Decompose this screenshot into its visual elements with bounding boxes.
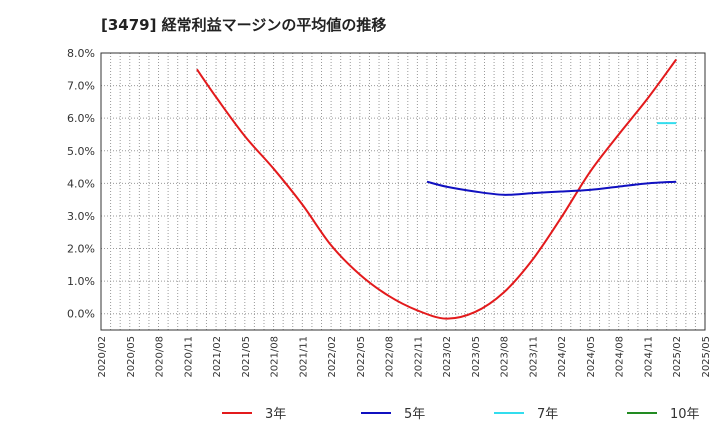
x-tick-label: 2021/08 xyxy=(270,336,281,378)
series-line-1 xyxy=(196,58,678,320)
x-tick-label: 2025/02 xyxy=(672,336,683,378)
x-tick-label: 2020/11 xyxy=(183,336,194,378)
y-tick-label: 7.0% xyxy=(67,80,95,93)
x-tick-label: 2023/02 xyxy=(442,336,453,378)
plot-border xyxy=(100,52,706,331)
x-tick-label: 2024/02 xyxy=(557,336,568,378)
x-tick-label: 2022/05 xyxy=(356,336,367,378)
y-tick-label: 1.0% xyxy=(67,275,95,288)
x-tick-label: 2020/02 xyxy=(97,336,108,378)
x-tick-label: 2024/05 xyxy=(586,336,597,378)
legend-label-1: 3年 xyxy=(265,407,286,422)
chart-title: [3479] 経常利益マージンの平均値の推移 xyxy=(101,16,387,34)
x-tick-label: 2023/11 xyxy=(528,336,539,378)
y-tick-label: 3.0% xyxy=(67,210,95,223)
x-tick-label: 2025/05 xyxy=(701,336,712,378)
x-tick-label: 2023/08 xyxy=(500,336,511,378)
x-tick-label: 2022/02 xyxy=(327,336,338,378)
x-tick-label: 2020/05 xyxy=(126,336,137,378)
x-tick-label: 2021/02 xyxy=(212,336,223,378)
series-line-2 xyxy=(426,180,677,196)
y-tick-label: 6.0% xyxy=(67,112,95,125)
x-tick-label: 2020/08 xyxy=(155,336,166,378)
y-tick-label: 8.0% xyxy=(67,47,95,60)
y-tick-label: 4.0% xyxy=(67,177,95,190)
x-tick-label: 2022/08 xyxy=(385,336,396,378)
x-tick-label: 2021/11 xyxy=(298,336,309,378)
x-tick-label: 2022/11 xyxy=(413,336,424,378)
x-tick-label: 2024/08 xyxy=(615,336,626,378)
y-tick-label: 2.0% xyxy=(67,243,95,256)
y-tick-label: 0.0% xyxy=(67,308,95,321)
legend-label-4: 10年 xyxy=(670,407,700,422)
y-tick-label: 5.0% xyxy=(67,145,95,158)
x-tick-label: 2023/05 xyxy=(471,336,482,378)
legend-label-3: 7年 xyxy=(537,407,558,422)
legend-label-2: 5年 xyxy=(404,407,425,422)
x-tick-label: 2024/11 xyxy=(643,336,654,378)
x-tick-label: 2021/05 xyxy=(241,336,252,378)
